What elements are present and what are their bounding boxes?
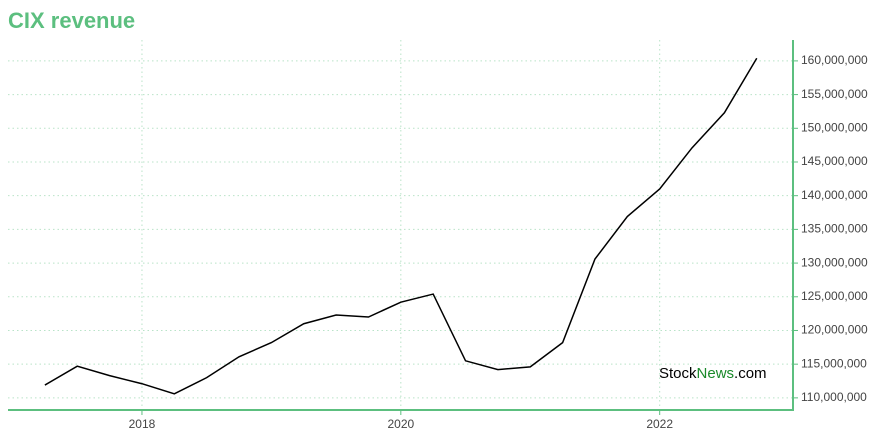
chart-title: CIX revenue: [8, 8, 135, 33]
y-tick-label: 120,000,000: [801, 323, 868, 337]
y-tick-label: 145,000,000: [801, 154, 868, 168]
y-tick-label: 135,000,000: [801, 222, 868, 236]
y-tick-label: 140,000,000: [801, 188, 868, 202]
y-tick-label: 155,000,000: [801, 87, 868, 101]
x-tick-label: 2018: [129, 417, 156, 431]
y-tick-label: 115,000,000: [801, 356, 867, 370]
line: [44, 57, 758, 395]
x-tick-label: 2022: [646, 417, 673, 431]
watermark-part: News: [697, 365, 735, 382]
y-tick-label: 130,000,000: [801, 255, 868, 269]
watermark: StockNews.com: [659, 365, 767, 382]
y-tick-label: 160,000,000: [801, 53, 868, 67]
x-tick-label: 2020: [387, 417, 414, 431]
watermark-part: .com: [734, 365, 767, 382]
y-tick-label: 125,000,000: [801, 289, 868, 303]
y-tick-label: 150,000,000: [801, 120, 868, 134]
watermark-part: Stock: [659, 365, 697, 382]
y-tick-label: 110,000,000: [801, 390, 867, 404]
